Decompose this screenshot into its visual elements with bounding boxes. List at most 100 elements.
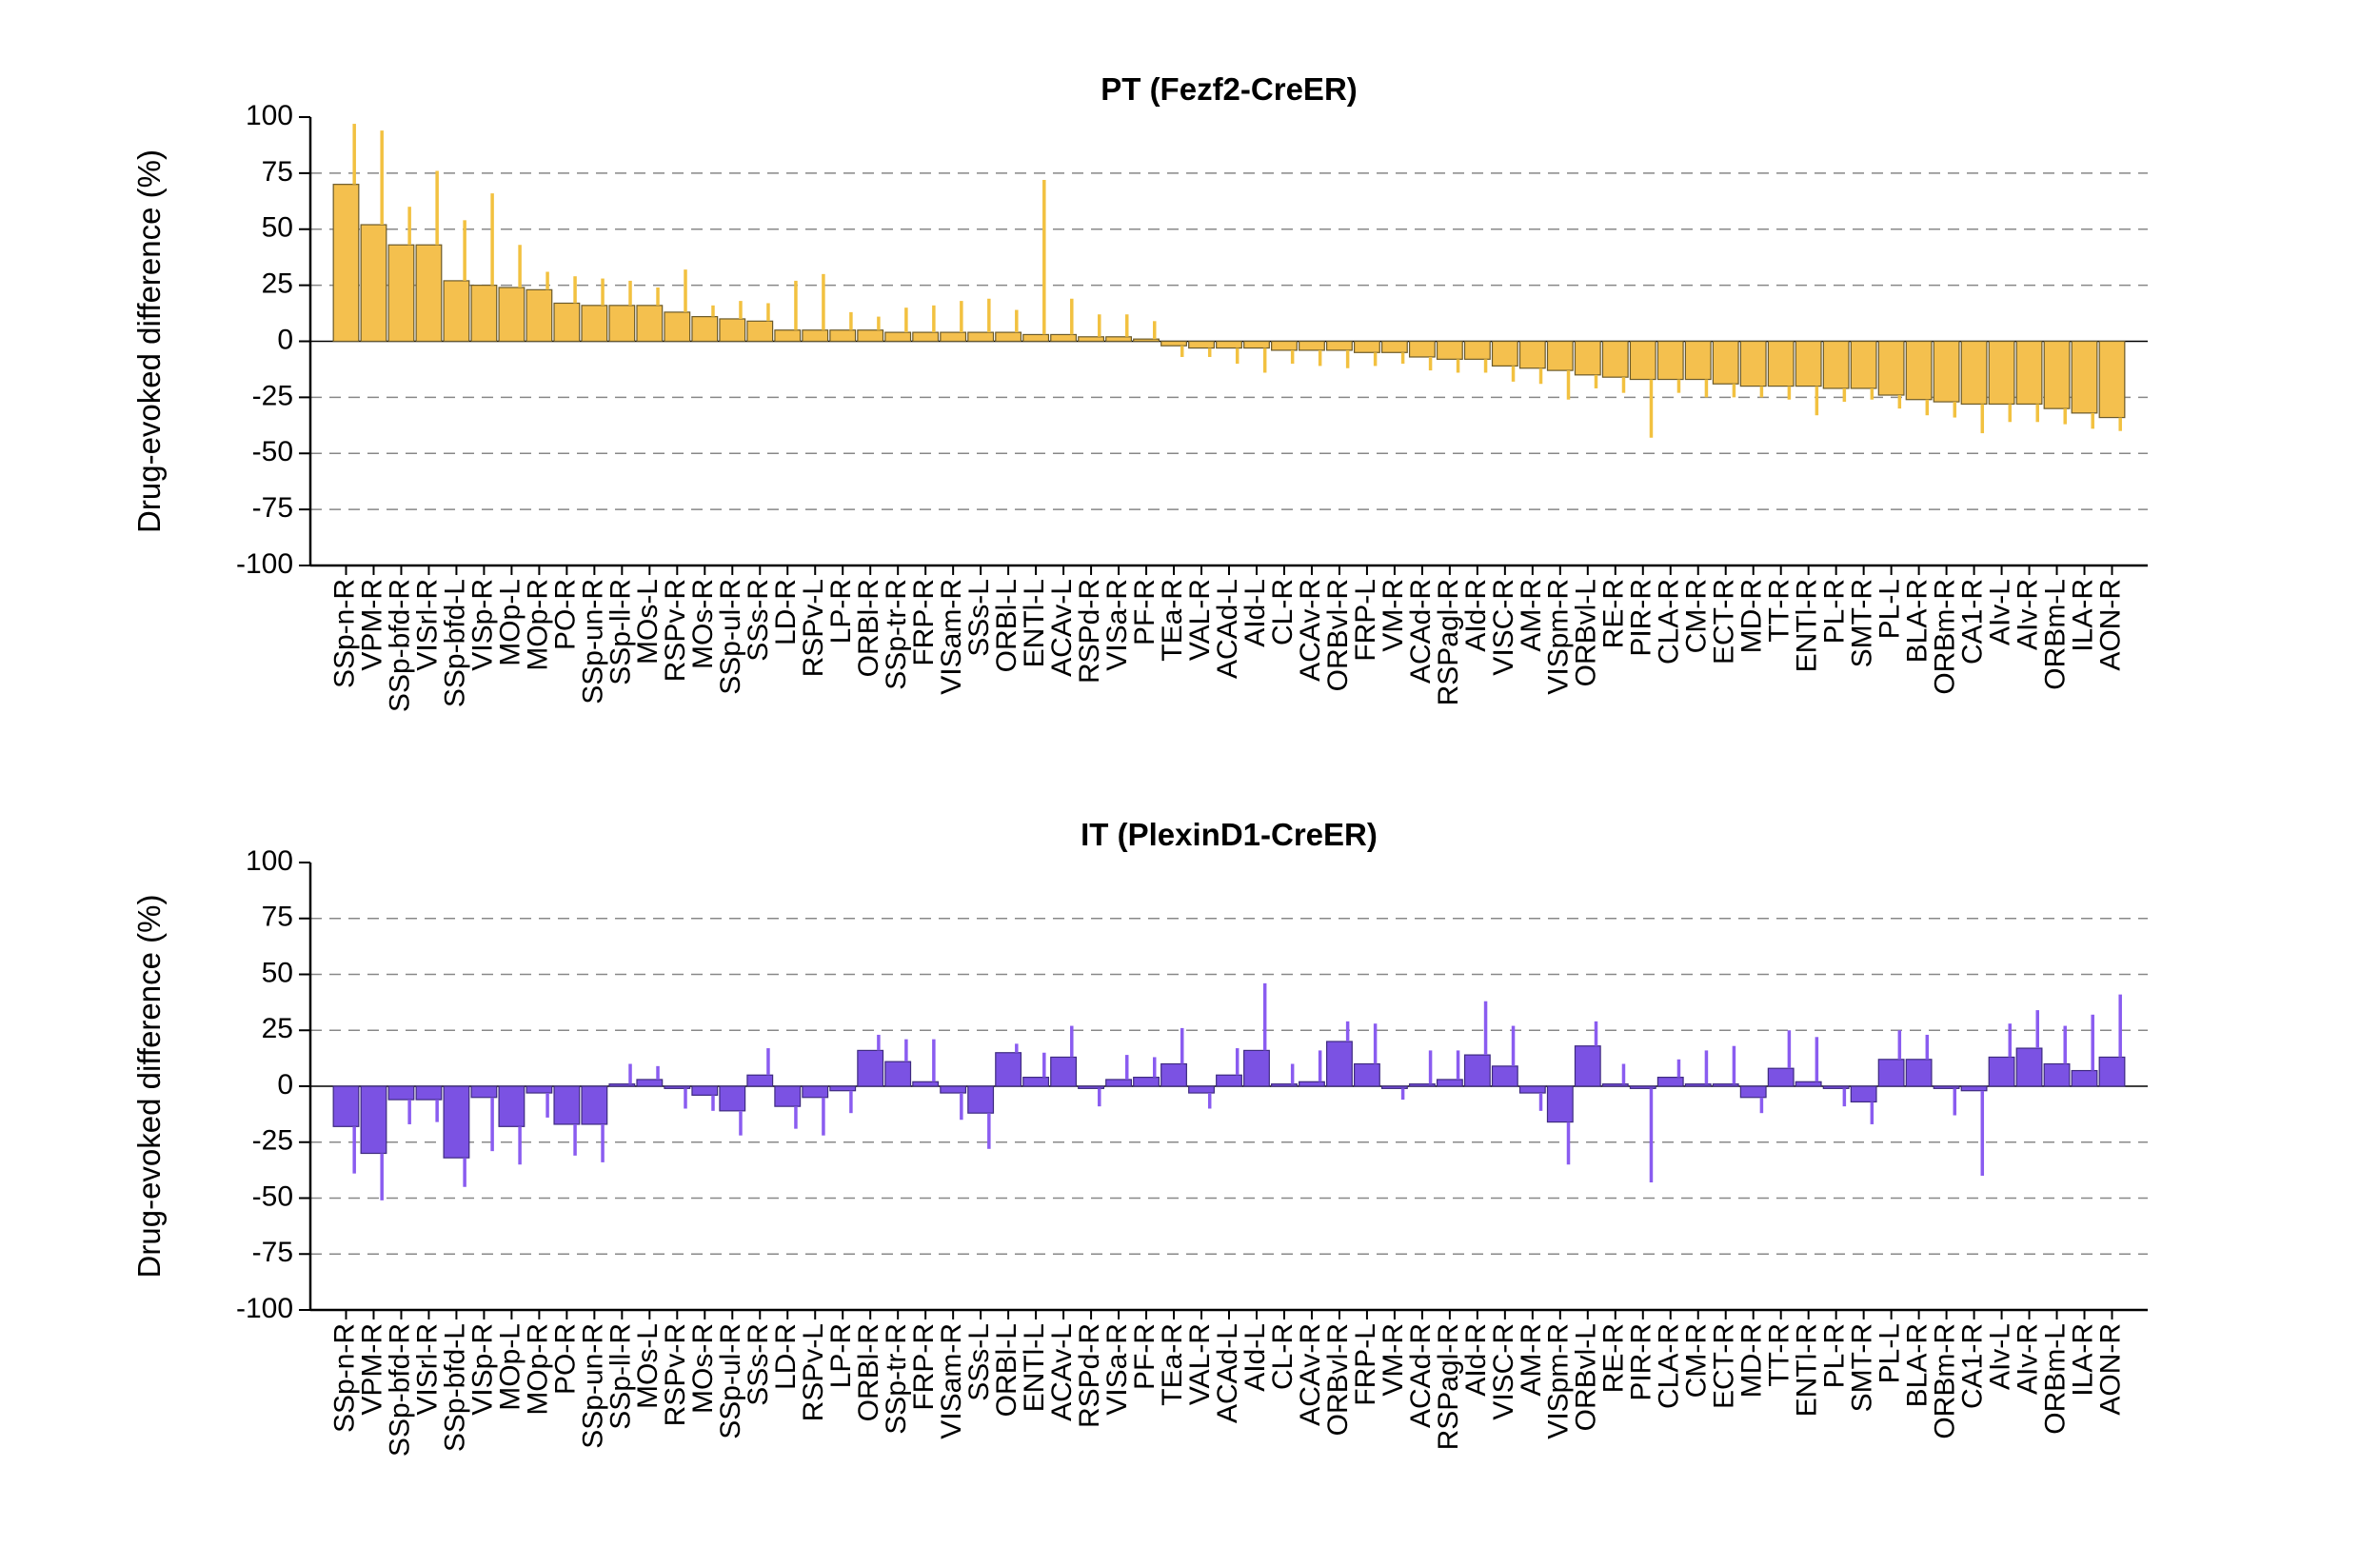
- x-tick-label: TEa-R: [1157, 1323, 1188, 1406]
- bar: [967, 1085, 995, 1114]
- x-tick-label: VISp-R: [466, 579, 498, 671]
- bar: [719, 318, 746, 343]
- bar: [1518, 340, 1546, 369]
- bar: [387, 1085, 415, 1101]
- bar: [1518, 1085, 1546, 1094]
- bar: [415, 1085, 443, 1101]
- bar: [1491, 340, 1518, 367]
- bar: [1463, 340, 1491, 360]
- x-tick-label: PL-L: [1874, 579, 1906, 639]
- x-tick-label: MOp-L: [494, 1323, 526, 1411]
- x-tick-label: AON-R: [2094, 1323, 2126, 1416]
- bar: [1905, 1059, 1933, 1087]
- bar: [774, 329, 802, 343]
- bar: [829, 329, 857, 343]
- bar: [1050, 1056, 1078, 1087]
- x-tick-label: CLA-R: [1654, 579, 1685, 664]
- x-tick-label: SSp-bfd-R: [384, 579, 415, 712]
- bar: [1574, 1045, 1601, 1087]
- bar: [2015, 1047, 2043, 1087]
- bar: [636, 305, 664, 343]
- bar: [498, 1085, 526, 1127]
- x-tick-label: VPM-R: [356, 1323, 387, 1416]
- x-tick-label: FRP-L: [1350, 579, 1381, 662]
- bar: [1739, 1085, 1767, 1099]
- x-tick-label: SSs-R: [743, 579, 774, 662]
- bar: [498, 287, 526, 343]
- x-tick-label: AON-R: [2094, 579, 2126, 671]
- bar: [360, 224, 387, 343]
- bar: [802, 1085, 829, 1099]
- x-tick-label: ORBm-L: [2039, 1323, 2071, 1435]
- bar: [691, 1085, 719, 1096]
- bar: [1960, 1085, 1988, 1092]
- bar: [1546, 1085, 1574, 1123]
- bar: [1546, 340, 1574, 371]
- y-tick-label: 25: [262, 268, 293, 300]
- bar: [1491, 1065, 1518, 1087]
- x-tick-label: AIv-L: [1984, 579, 2015, 645]
- x-tick-label: VISa-R: [1101, 1323, 1133, 1416]
- bar: [1380, 340, 1408, 353]
- x-tick-label: MOp-R: [522, 579, 553, 671]
- x-tick-label: ACAd-R: [1405, 579, 1437, 684]
- bar: [1078, 336, 1105, 343]
- x-tick-label: PL-L: [1874, 1323, 1906, 1383]
- bar: [1629, 340, 1656, 381]
- bar: [1326, 1041, 1353, 1087]
- x-tick-label: VAL-R: [1184, 579, 1216, 661]
- x-tick-label: ORBvl-L: [1571, 579, 1602, 686]
- bar: [857, 329, 884, 343]
- x-tick-label: FRP-L: [1350, 1323, 1381, 1406]
- y-tick-label: -25: [252, 380, 293, 411]
- bar: [1739, 340, 1767, 387]
- y-tick-label: 100: [246, 100, 293, 131]
- x-tick-label: MOs-R: [687, 1323, 719, 1414]
- bar: [912, 331, 940, 343]
- x-tick-label: VISpm-R: [1543, 579, 1575, 695]
- bar: [581, 305, 608, 343]
- x-tick-label: VM-R: [1378, 1323, 1409, 1397]
- x-tick-label: CM-R: [1681, 579, 1713, 653]
- x-tick-label: SSs-L: [963, 579, 995, 657]
- bar: [1850, 1085, 1877, 1103]
- bar: [1243, 340, 1270, 349]
- x-tick-label: SSp-tr-R: [881, 1323, 912, 1435]
- x-tick-label: SSp-un-R: [577, 579, 608, 704]
- x-tick-label: ILA-R: [2067, 579, 2098, 652]
- bar: [332, 184, 360, 343]
- x-tick-label: FRP-R: [908, 579, 940, 666]
- bar: [1436, 1079, 1463, 1087]
- x-tick-label: AId-L: [1240, 579, 1271, 647]
- bar: [912, 1081, 940, 1087]
- x-tick-label: ACAd-R: [1405, 1323, 1437, 1428]
- x-tick-label: PL-R: [1819, 579, 1851, 644]
- bar: [526, 1085, 553, 1094]
- bar: [1795, 340, 1822, 387]
- bar: [1050, 333, 1078, 343]
- x-tick-label: VISC-R: [1488, 579, 1519, 676]
- x-tick-label: PO-R: [549, 1323, 581, 1395]
- bar: [829, 1085, 857, 1092]
- x-tick-label: SMT-R: [1847, 579, 1878, 667]
- x-tick-label: RSPd-R: [1074, 579, 1105, 684]
- x-tick-label: RSPagl-R: [1433, 579, 1464, 705]
- bar: [1712, 1083, 1739, 1087]
- x-tick-label: AIv-R: [2012, 1323, 2043, 1395]
- bar: [967, 331, 995, 343]
- bar: [802, 329, 829, 343]
- bar: [1353, 1062, 1380, 1087]
- bar: [2071, 340, 2098, 414]
- bar: [1656, 340, 1684, 381]
- y-tick-label: 50: [262, 212, 293, 244]
- x-tick-label: BLA-R: [1902, 579, 1934, 663]
- x-tick-label: LP-R: [825, 1323, 857, 1388]
- bar: [1326, 340, 1353, 351]
- x-tick-label: AM-R: [1516, 1323, 1547, 1397]
- bar: [1160, 340, 1187, 347]
- x-tick-label: ACAv-L: [1046, 579, 1078, 677]
- x-tick-label: MOs-L: [632, 579, 664, 664]
- y-tick-label: 0: [277, 324, 293, 355]
- bar: [1822, 1085, 1850, 1089]
- x-tick-label: ECT-R: [1709, 1323, 1740, 1409]
